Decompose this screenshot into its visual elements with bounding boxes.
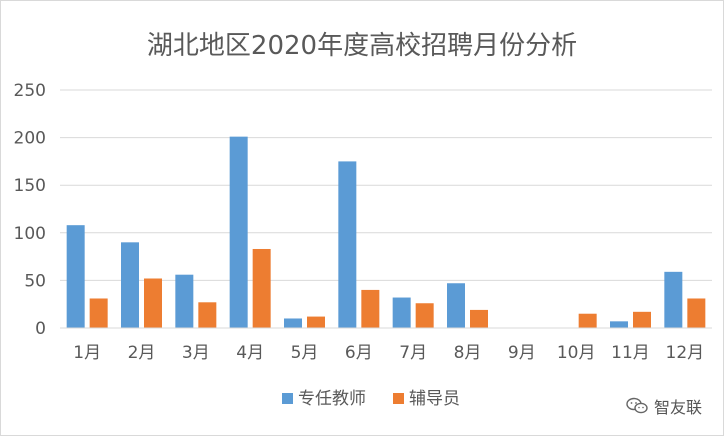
- bars: [66, 136, 706, 328]
- wechat-icon: [626, 397, 648, 414]
- x-tick-label: 11月: [611, 343, 650, 363]
- bar-series1: [229, 136, 248, 328]
- bar-series2: [578, 313, 597, 328]
- bar-series2: [89, 298, 108, 328]
- y-tick-label: 200: [14, 129, 46, 149]
- x-tick-label: 8月: [454, 343, 482, 363]
- bar-series2: [252, 248, 271, 328]
- bar-series2: [198, 302, 217, 328]
- x-tick-label: 3月: [182, 343, 210, 363]
- y-tick-label: 50: [24, 271, 46, 291]
- bar-series1: [610, 321, 628, 328]
- bar-series2: [144, 278, 162, 328]
- x-tick-label: 9月: [508, 343, 536, 363]
- x-tick-label: 10月: [557, 343, 596, 363]
- y-axis-ticks: 0 50 100 150 200 250: [14, 81, 46, 339]
- x-tick-label: 2月: [128, 343, 156, 363]
- y-tick-label: 0: [35, 319, 46, 339]
- watermark-text: 智友联: [653, 398, 702, 417]
- bar-series1: [284, 318, 302, 328]
- legend-swatch: [282, 393, 293, 404]
- bar-series2: [633, 311, 651, 328]
- legend-label: 辅导员: [409, 389, 460, 409]
- y-tick-label: 150: [14, 176, 46, 196]
- bar-series1: [338, 161, 357, 328]
- y-tick-label: 100: [14, 224, 46, 244]
- chart-title: 湖北地区2020年度高校招聘月份分析: [147, 31, 577, 61]
- bar-series2: [307, 316, 325, 328]
- x-tick-label: 7月: [399, 343, 427, 363]
- legend-label: 专任教师: [298, 389, 366, 409]
- bar-series1: [66, 225, 85, 328]
- bar-series1: [664, 271, 683, 328]
- bar-series2: [470, 309, 488, 328]
- bar-series2: [415, 303, 434, 328]
- bar-series1: [392, 297, 411, 328]
- x-tick-label: 5月: [291, 343, 319, 363]
- x-axis-ticks: 1月 2月 3月 4月 5月 6月 7月 8月 9月 10月 11月 12月: [73, 343, 704, 363]
- grid-lines: [60, 89, 712, 281]
- bar-series2: [361, 289, 380, 328]
- x-tick-label: 12月: [666, 343, 705, 363]
- bar-series1: [175, 274, 194, 328]
- y-tick-label: 250: [14, 81, 46, 101]
- watermark: 智友联: [626, 394, 702, 418]
- bar-series1: [447, 283, 465, 328]
- bar-series2: [687, 298, 706, 328]
- legend-swatch: [393, 393, 404, 404]
- bar-series1: [121, 242, 139, 328]
- x-tick-label: 6月: [345, 343, 373, 363]
- legend: 专任教师 辅导员: [282, 389, 460, 409]
- x-tick-label: 1月: [73, 343, 101, 363]
- x-tick-label: 4月: [236, 343, 264, 363]
